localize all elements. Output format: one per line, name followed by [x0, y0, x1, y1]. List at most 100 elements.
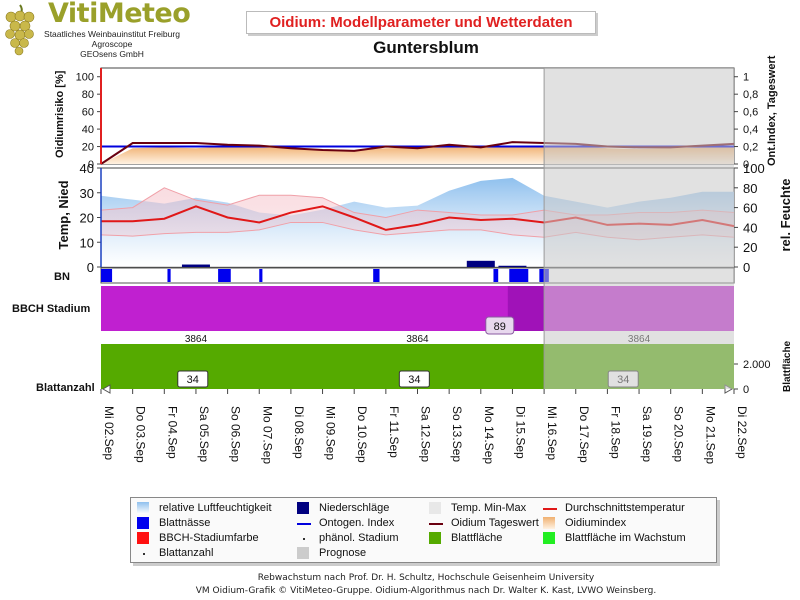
precipitation-bar — [498, 265, 527, 267]
leaf-count-value: 34 — [408, 374, 420, 386]
risk-right-tick-label: 0,6 — [743, 107, 758, 119]
x-tick-label: So 06.Sep — [229, 406, 243, 462]
logo-geosens: GEOsens GmbH — [80, 49, 144, 59]
weather-left-tick-label: 10 — [80, 235, 94, 250]
gradient-orange-swatch — [543, 517, 555, 529]
dot-swatch — [303, 538, 305, 540]
line-darkred-swatch — [429, 523, 443, 525]
risk-right-tick-label: 0 — [743, 159, 749, 171]
weather-right-tick-label: 100 — [743, 161, 765, 176]
risk-right-tick-label: 0,4 — [743, 124, 758, 136]
x-tick-label: So 20.Sep — [672, 406, 686, 462]
legend: relative Luftfeuchtigkeit Niederschläge Te… — [130, 497, 717, 563]
x-tick-label: Sa 05.Sep — [197, 406, 211, 462]
risk-right-tick-label: 0,2 — [743, 142, 758, 154]
x-tick-label: Mi 09.Sep — [324, 406, 338, 460]
blattanzahl-label: Blattanzahl — [36, 382, 95, 394]
bbch-label: BBCH Stadium — [12, 303, 90, 315]
line-blue-swatch — [297, 523, 311, 525]
precipitation-bar — [181, 264, 210, 267]
risk-right-tick-label: 0,8 — [743, 89, 758, 101]
leaf-count-badge — [177, 370, 209, 388]
scroll-left-icon[interactable] — [101, 384, 111, 394]
box-red-swatch — [137, 532, 149, 544]
bn-label: BN — [54, 271, 70, 283]
weather-right-tick-label: 0 — [743, 260, 750, 275]
box-gray-swatch — [297, 547, 309, 559]
risk-right-axis-label: Ont.Index, Tageswert — [766, 55, 778, 166]
weather-right-tick-label: 20 — [743, 240, 757, 255]
x-tick-label: Sa 12.Sep — [419, 406, 433, 462]
risk-left-tick-label: 40 — [82, 124, 94, 136]
bbch-stage-code: 3864 — [185, 334, 208, 345]
x-tick-label: Fr 18.Sep — [608, 406, 622, 459]
x-tick-label: Mo 21.Sep — [703, 406, 717, 464]
legend-label: Blattanzahl — [159, 547, 214, 559]
x-tick-label: Di 15.Sep — [513, 406, 527, 459]
weather-right-tick-label: 40 — [743, 220, 757, 235]
leaf-wetness-span — [167, 269, 171, 282]
box-lightgreen-swatch — [543, 532, 555, 544]
weather-left-tick-label: 40 — [80, 161, 94, 176]
leaf-right-axis-label: Blattfläche — [782, 340, 793, 392]
station-name: Guntersblum — [373, 38, 479, 57]
leaf-count-value: 34 — [187, 374, 199, 386]
box-lightgray-swatch — [429, 502, 441, 514]
weather-left-tick-label: 20 — [80, 211, 94, 226]
risk-left-tick-label: 100 — [76, 72, 94, 84]
risk-left-tick-label: 0 — [88, 159, 94, 171]
bbch-stage-code: 3864 — [406, 334, 429, 345]
x-tick-label: Mi 16.Sep — [545, 406, 559, 460]
legend-label: Blattnässe — [159, 517, 211, 529]
x-tick-label: Di 22.Sep — [735, 406, 749, 459]
risk-left-tick-label: 60 — [82, 107, 94, 119]
x-tick-label: Mo 14.Sep — [482, 406, 496, 464]
x-tick-label: Fr 04.Sep — [165, 406, 179, 459]
line-red-swatch — [543, 508, 557, 510]
prognose-overlay — [544, 68, 734, 389]
grape-icon — [5, 4, 35, 56]
logo-title: VitiMeteo — [48, 0, 191, 29]
legend-label: Niederschläge — [319, 502, 390, 514]
weather-left-axis-label: Temp, Nied — [56, 180, 71, 249]
weather-left-tick-label: 30 — [80, 186, 94, 201]
bbch-badge-value: 89 — [494, 321, 506, 333]
legend-label: Ontogen. Index — [319, 517, 395, 529]
x-tick-label: Do 03.Sep — [134, 406, 148, 463]
x-tick-label: Do 17.Sep — [577, 406, 591, 463]
legend-label: BBCH-Stadiumfarbe — [159, 532, 259, 544]
risk-right-tick-label: 1 — [743, 72, 749, 84]
weather-right-tick-label: 80 — [743, 181, 757, 196]
leaf-wetness-span — [509, 269, 529, 282]
logo-institute: Staatliches Weinbauinstitut Freiburg — [44, 29, 180, 39]
leaf-wetness-span — [493, 269, 499, 282]
chart-title: Oidium: Modellparameter und Wetterdaten — [246, 11, 596, 34]
precipitation-bar — [466, 260, 495, 267]
leaf-wetness-span — [101, 269, 113, 282]
risk-left-axis-label: Oidiumrisiko [%] — [54, 70, 66, 158]
x-tick-label: Sa 19.Sep — [640, 406, 654, 462]
leaf-right-tick-label: 2.000 — [743, 359, 771, 371]
bbch-badge — [485, 316, 515, 335]
legend-label: phänol. Stadium — [319, 532, 399, 544]
legend-label: Blattfläche im Wachstum — [565, 532, 686, 544]
x-tick-label: Di 08.Sep — [292, 406, 306, 459]
risk-left-tick-label: 20 — [82, 142, 94, 154]
risk-left-tick-label: 80 — [82, 89, 94, 101]
x-tick-label: Fr 11.Sep — [387, 406, 401, 458]
vitimeteo-logo: VitiMeteo Staatliches Weinbauinstitut Fr… — [0, 0, 200, 62]
legend-label: Blattfläche — [451, 532, 503, 544]
legend-label: Prognose — [319, 547, 367, 559]
leaf-wetness-span — [218, 269, 231, 282]
legend-label: Durchschnittstemperatur — [565, 502, 685, 514]
x-tick-label: Mo 07.Sep — [260, 406, 274, 464]
leaf-wetness-span — [259, 269, 263, 282]
leaf-wetness-span — [373, 269, 380, 282]
weather-left-tick-label: 0 — [87, 260, 94, 275]
legend-label: Oidium Tageswert — [451, 517, 539, 529]
x-tick-label: Mi 02.Sep — [102, 406, 116, 460]
box-green-swatch — [429, 532, 441, 544]
footer-credit-growth: Rebwachstum nach Prof. Dr. H. Schultz, H… — [257, 573, 595, 583]
box-navy-swatch — [297, 502, 309, 514]
legend-label: relative Luftfeuchtigkeit — [159, 502, 272, 514]
